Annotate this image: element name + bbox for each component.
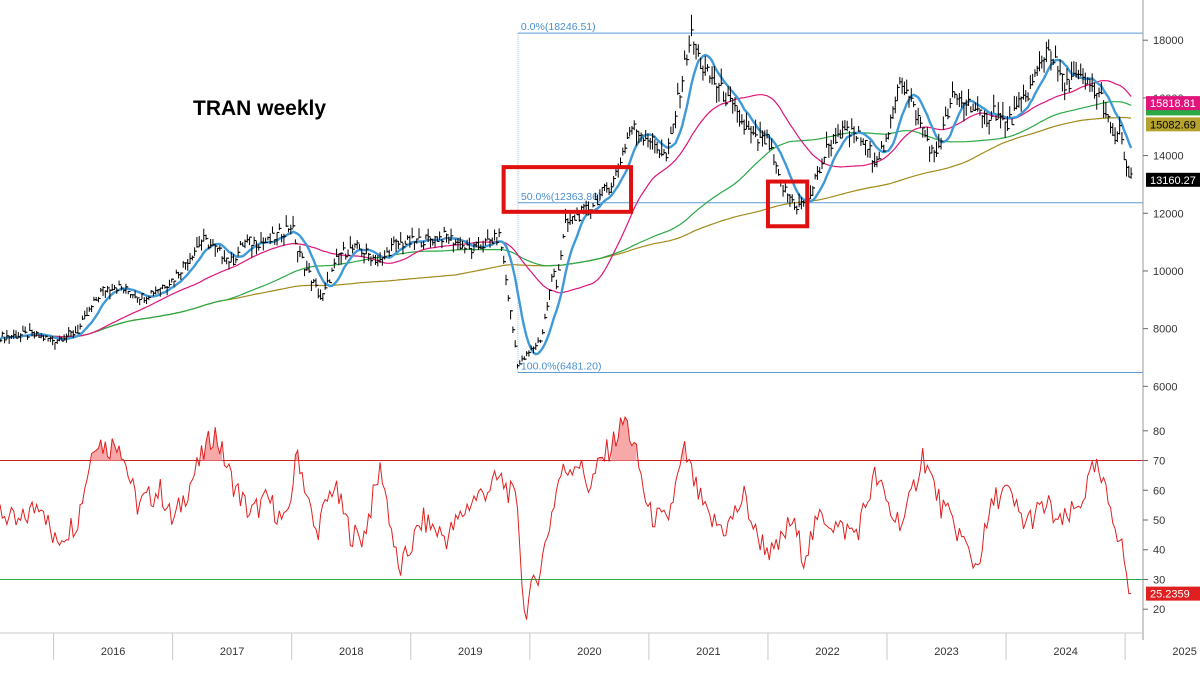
fib-level-label: 100.0%(6481.20) bbox=[521, 360, 602, 372]
price-y-tick-label: 8000 bbox=[1153, 324, 1177, 336]
last-value-tag-label: 13160.27 bbox=[1150, 175, 1196, 187]
rsi-y-tick-label: 20 bbox=[1153, 604, 1165, 616]
last-value-tag bbox=[1146, 172, 1200, 187]
x-tick-label: 2022 bbox=[815, 646, 839, 658]
rsi-y-tick-label: 70 bbox=[1153, 456, 1165, 468]
last-value-tag-label: 15082.69 bbox=[1150, 119, 1196, 131]
highlight-box-50pct bbox=[501, 165, 634, 214]
rsi-y-tick-label: 80 bbox=[1153, 426, 1165, 438]
rsi-y-tick-label: 50 bbox=[1153, 515, 1165, 527]
last-value-tag bbox=[1146, 117, 1200, 132]
rsi-y-tick-label: 30 bbox=[1153, 574, 1165, 586]
x-tick-label: 2017 bbox=[220, 646, 244, 658]
last-value-tag-label: 15818.81 bbox=[1150, 98, 1196, 110]
x-tick-label: 2023 bbox=[934, 646, 958, 658]
price-y-tick-label: 14000 bbox=[1153, 151, 1184, 163]
rsi-overbought-fill bbox=[91, 417, 1097, 461]
ma-40-line bbox=[0, 79, 1132, 342]
price-y-tick-label: 6000 bbox=[1153, 381, 1177, 393]
x-tick-label: 2021 bbox=[696, 646, 720, 658]
rsi-y-tick-label: 60 bbox=[1153, 485, 1165, 497]
x-tick-label: 2018 bbox=[339, 646, 363, 658]
x-tick-label: 2019 bbox=[458, 646, 482, 658]
rsi-line bbox=[0, 415, 1132, 620]
chart-title: TRAN weekly bbox=[193, 97, 327, 120]
price-y-tick-label: 12000 bbox=[1153, 208, 1184, 220]
price-y-tick-label: 10000 bbox=[1153, 266, 1184, 278]
x-tick-label: 2016 bbox=[101, 646, 125, 658]
highlight-box-2022-low bbox=[765, 179, 810, 229]
x-tick-label: 2024 bbox=[1053, 646, 1077, 658]
ma-10-line bbox=[0, 53, 1133, 356]
fib-level-label: 50.0%(12363.86) bbox=[521, 191, 602, 203]
rsi-y-tick-label: 40 bbox=[1153, 545, 1165, 557]
ma-200-line bbox=[0, 116, 1132, 342]
x-tick-label: 2020 bbox=[577, 646, 601, 658]
last-value-tag bbox=[1146, 96, 1200, 111]
x-tick-label: 2025 bbox=[1172, 646, 1196, 658]
price-y-tick-label: 18000 bbox=[1153, 35, 1184, 47]
fib-level-label: 0.0%(18246.51) bbox=[521, 21, 596, 33]
rsi-last-value-tag bbox=[1146, 586, 1200, 601]
rsi-last-value-tag-label: 25.2359 bbox=[1150, 589, 1190, 601]
